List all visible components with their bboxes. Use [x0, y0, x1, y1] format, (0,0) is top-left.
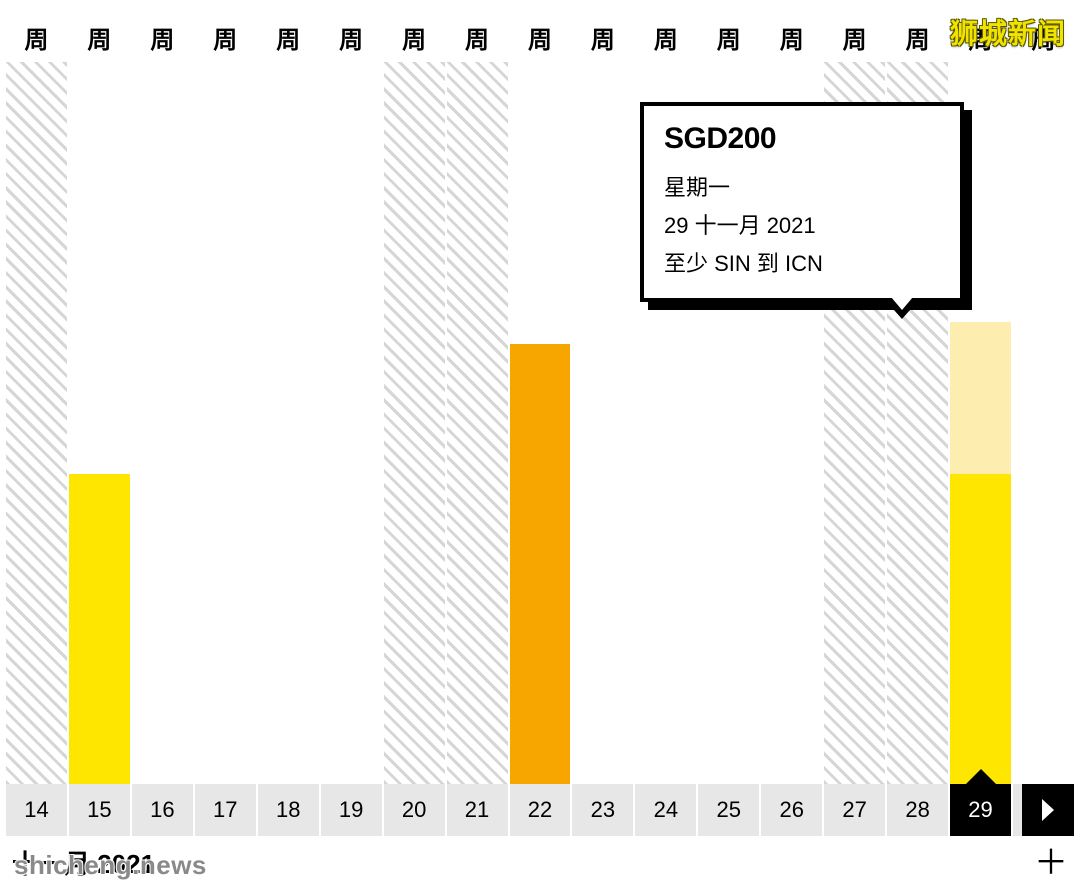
day-column[interactable]: 周30	[1013, 62, 1074, 836]
day-cell[interactable]: 17	[195, 784, 256, 836]
day-cell[interactable]: 26	[761, 784, 822, 836]
day-cell[interactable]: 21	[447, 784, 508, 836]
day-column[interactable]: 周15	[69, 62, 130, 836]
weekday-label: 周	[258, 20, 319, 55]
day-column[interactable]: 周22	[510, 62, 571, 836]
day-cell[interactable]: 23	[572, 784, 633, 836]
bar-area	[510, 62, 571, 784]
day-column[interactable]: 周19	[321, 62, 382, 836]
price-bar[interactable]	[69, 474, 130, 784]
watermark-bottom: shicheng.news	[14, 850, 207, 881]
weekday-label: 周	[698, 20, 759, 55]
day-column[interactable]: 周16	[132, 62, 193, 836]
bar-area	[321, 62, 382, 784]
day-cell[interactable]: 19	[321, 784, 382, 836]
day-cell[interactable]: 29	[950, 784, 1011, 836]
weekday-label: 周	[321, 20, 382, 55]
price-bar[interactable]	[510, 344, 571, 784]
weekday-label: 周	[510, 20, 571, 55]
tooltip-date: 29 十一月 2021	[664, 208, 940, 240]
weekday-label: 周	[447, 20, 508, 55]
day-column[interactable]: 周20	[384, 62, 445, 836]
bar-area	[258, 62, 319, 784]
day-cell[interactable]: 20	[384, 784, 445, 836]
weekday-label: 周	[761, 20, 822, 55]
weekday-label: 周	[132, 20, 193, 55]
tooltip-tail	[886, 301, 918, 319]
weekday-label: 周	[69, 20, 130, 55]
expand-button[interactable]: ＋	[1034, 846, 1068, 880]
day-column[interactable]: 周21	[447, 62, 508, 836]
day-cell[interactable]: 15	[69, 784, 130, 836]
unavailable-hatch	[6, 62, 67, 784]
bar-area	[6, 62, 67, 784]
day-cell[interactable]: 25	[698, 784, 759, 836]
day-column[interactable]: 周23	[572, 62, 633, 836]
weekday-label: 周	[195, 20, 256, 55]
day-cell[interactable]: 24	[635, 784, 696, 836]
unavailable-hatch	[447, 62, 508, 784]
price-bar[interactable]	[950, 474, 1011, 784]
day-cell[interactable]: 16	[132, 784, 193, 836]
day-column[interactable]: 周18	[258, 62, 319, 836]
day-column[interactable]: 周14	[6, 62, 67, 836]
day-cell[interactable]: 18	[258, 784, 319, 836]
weekday-label: 周	[572, 20, 633, 55]
weekday-label: 周	[6, 20, 67, 55]
day-column[interactable]: 周17	[195, 62, 256, 836]
bar-area	[1013, 62, 1074, 784]
selected-pointer-icon	[965, 769, 997, 785]
bar-area	[132, 62, 193, 784]
bar-area	[69, 62, 130, 784]
tooltip-price: SGD200	[664, 122, 940, 156]
day-cell[interactable]: 14	[6, 784, 67, 836]
chevron-right-icon	[1039, 799, 1057, 821]
day-cell[interactable]: 27	[824, 784, 885, 836]
weekday-label: 周	[635, 20, 696, 55]
day-cell[interactable]: 28	[887, 784, 948, 836]
next-button[interactable]	[1022, 784, 1074, 836]
bar-area	[572, 62, 633, 784]
weekday-label: 周	[824, 20, 885, 55]
day-cell[interactable]: 22	[510, 784, 571, 836]
watermark-top: 狮城新闻	[950, 12, 1066, 52]
weekday-label: 周	[384, 20, 445, 55]
tooltip-route: 至少 SIN 到 ICN	[664, 246, 940, 278]
bar-area	[447, 62, 508, 784]
weekday-label: 周	[887, 20, 948, 55]
tooltip-weekday: 星期一	[664, 170, 940, 202]
bar-area	[384, 62, 445, 784]
price-tooltip: SGD200 星期一 29 十一月 2021 至少 SIN 到 ICN	[640, 102, 964, 302]
unavailable-hatch	[384, 62, 445, 784]
bar-area	[195, 62, 256, 784]
